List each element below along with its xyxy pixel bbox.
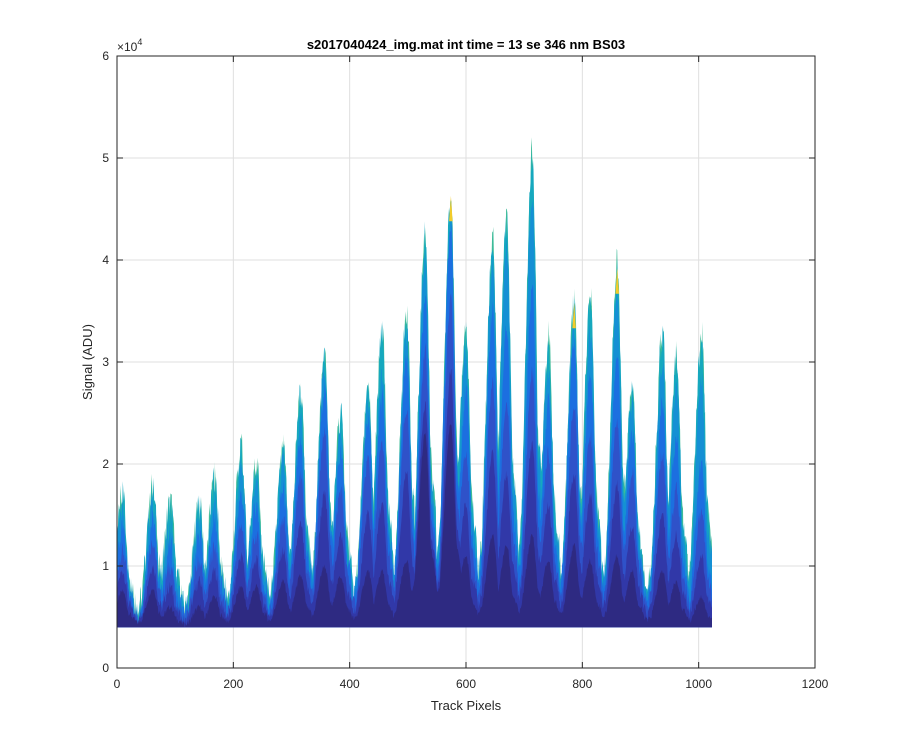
y-tick-label: 0 [102,661,109,675]
x-tick-label: 400 [340,677,360,691]
chart-title: s2017040424_img.mat int time = 13 se 346… [307,37,625,52]
y-tick-label: 5 [102,151,109,165]
x-tick-label: 600 [456,677,476,691]
area-series-2 [117,368,712,628]
y-tick-label: 3 [102,355,109,369]
axis-ticks: 0 200 400 600 800 1000 1200 0 1 2 3 4 5 6 [102,49,828,691]
area-series-1 [117,424,712,628]
accent-peak [449,195,453,222]
x-axis-label: Track Pixels [431,698,502,713]
x-tick-label: 800 [572,677,592,691]
y-axis-label: Signal (ADU) [80,324,95,400]
area-series-3 [117,293,712,628]
y-tick-label: 2 [102,457,109,471]
y-tick-label: 6 [102,49,109,63]
area-layers [117,137,712,628]
x-tick-label: 0 [114,677,121,691]
x-tick-label: 1000 [685,677,712,691]
x-tick-label: 200 [223,677,243,691]
y-tick-label: 1 [102,559,109,573]
accent-peak [572,302,576,329]
y-axis-exponent: ×104 [117,37,142,54]
y-tick-label: 4 [102,253,109,267]
x-tick-label: 1200 [802,677,829,691]
accent-peak [615,268,619,294]
